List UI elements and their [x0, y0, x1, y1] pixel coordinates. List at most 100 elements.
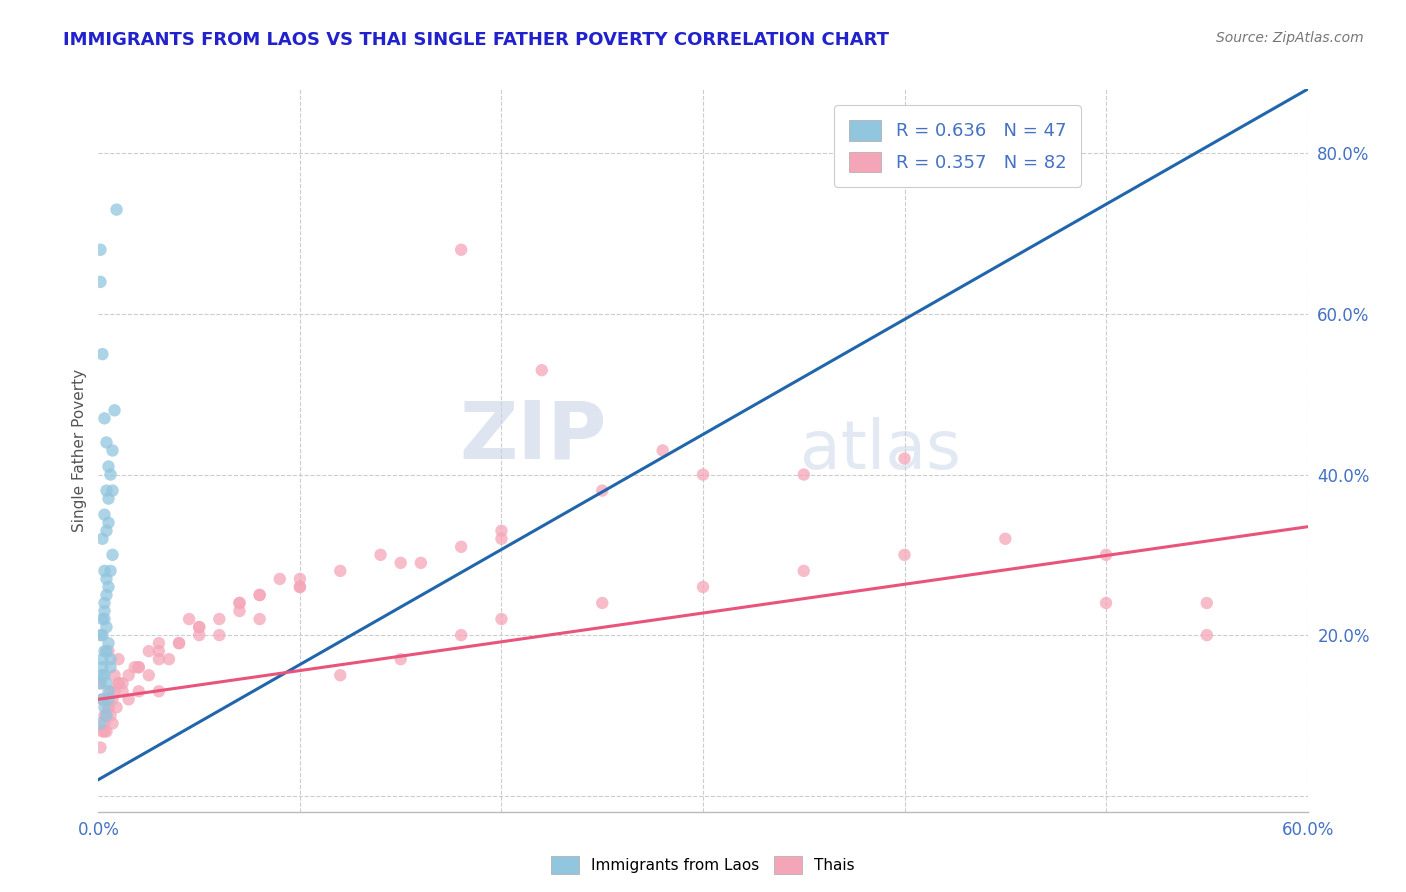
Point [692, 467, 714, 482]
Point [409, 556, 432, 570]
Point [97, 580, 120, 594]
Point [188, 620, 211, 634]
Point [96, 724, 118, 739]
Point [111, 684, 134, 698]
Point [249, 588, 271, 602]
Point [93, 508, 115, 522]
Point [97, 636, 120, 650]
Point [591, 596, 613, 610]
Point [105, 700, 128, 714]
Point [138, 668, 160, 682]
Point [89, 275, 111, 289]
Point [167, 636, 190, 650]
Point [97, 491, 120, 506]
Point [96, 588, 118, 602]
Point [93, 411, 115, 425]
Point [148, 644, 170, 658]
Point [96, 708, 118, 723]
Point [89, 628, 111, 642]
Point [1095, 596, 1118, 610]
Point [89, 716, 111, 731]
Point [167, 636, 190, 650]
Point [651, 443, 673, 458]
Point [91, 628, 114, 642]
Legend: Immigrants from Laos, Thais: Immigrants from Laos, Thais [546, 850, 860, 880]
Point [228, 596, 250, 610]
Point [105, 202, 128, 217]
Point [994, 532, 1017, 546]
Point [591, 483, 613, 498]
Point [100, 684, 122, 698]
Point [97, 516, 120, 530]
Point [1195, 628, 1218, 642]
Point [93, 700, 115, 714]
Point [91, 652, 114, 666]
Point [228, 604, 250, 618]
Legend: R = 0.636   N = 47, R = 0.357   N = 82: R = 0.636 N = 47, R = 0.357 N = 82 [834, 105, 1081, 187]
Point [389, 652, 412, 666]
Point [91, 347, 114, 361]
Point [91, 692, 114, 706]
Point [100, 660, 122, 674]
Text: atlas: atlas [800, 417, 960, 483]
Point [249, 588, 271, 602]
Point [101, 548, 124, 562]
Point [450, 243, 472, 257]
Point [93, 708, 115, 723]
Point [138, 644, 160, 658]
Point [101, 443, 124, 458]
Point [249, 612, 271, 626]
Point [118, 692, 141, 706]
Point [530, 363, 553, 377]
Point [893, 451, 915, 466]
Point [107, 676, 129, 690]
Y-axis label: Single Father Poverty: Single Father Poverty [72, 369, 87, 532]
Point [93, 564, 115, 578]
Point [103, 684, 125, 698]
Point [893, 548, 915, 562]
Point [93, 596, 115, 610]
Point [179, 612, 201, 626]
Point [103, 403, 125, 417]
Point [692, 580, 714, 594]
Point [100, 652, 122, 666]
Point [288, 572, 311, 586]
Text: ZIP: ZIP [458, 397, 606, 475]
Point [91, 532, 114, 546]
Point [148, 652, 170, 666]
Point [128, 684, 150, 698]
Point [93, 644, 115, 658]
Point [93, 668, 115, 682]
Point [100, 467, 122, 482]
Point [107, 676, 129, 690]
Point [157, 652, 180, 666]
Point [93, 716, 115, 731]
Point [96, 524, 118, 538]
Point [103, 668, 125, 682]
Point [93, 724, 115, 739]
Point [91, 724, 114, 739]
Point [100, 564, 122, 578]
Text: Source: ZipAtlas.com: Source: ZipAtlas.com [1216, 31, 1364, 45]
Point [97, 700, 120, 714]
Point [128, 660, 150, 674]
Point [450, 540, 472, 554]
Point [96, 483, 118, 498]
Point [97, 644, 120, 658]
Point [101, 483, 124, 498]
Point [96, 708, 118, 723]
Point [89, 243, 111, 257]
Point [100, 708, 122, 723]
Point [491, 612, 513, 626]
Point [91, 612, 114, 626]
Point [1095, 548, 1118, 562]
Point [288, 580, 311, 594]
Point [148, 684, 170, 698]
Point [124, 660, 146, 674]
Point [89, 740, 111, 755]
Point [329, 564, 352, 578]
Point [96, 620, 118, 634]
Point [329, 668, 352, 682]
Point [107, 652, 129, 666]
Point [793, 564, 815, 578]
